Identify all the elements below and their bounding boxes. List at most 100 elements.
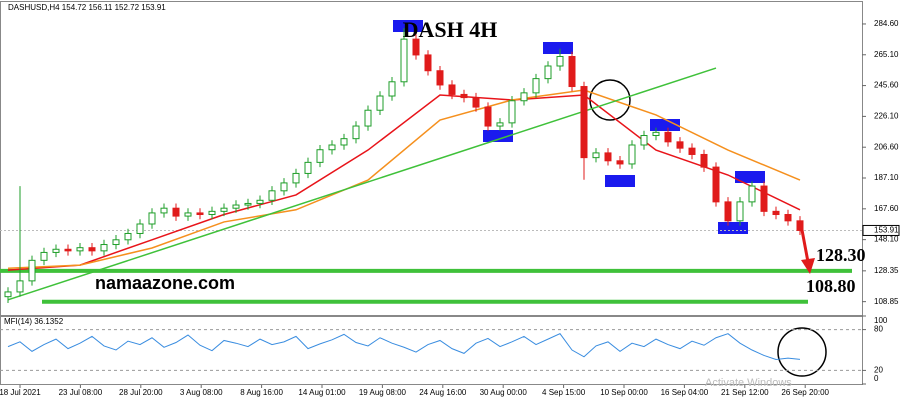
level-label: 128.30 <box>816 245 866 265</box>
y-tick-label: 0 <box>874 374 879 383</box>
x-tick-label: 28 Jul 20:00 <box>119 388 163 397</box>
candle-body <box>124 232 132 241</box>
candle-body <box>688 147 696 155</box>
candle-body <box>112 239 120 246</box>
x-tick-label: 3 Aug 08:00 <box>180 388 223 397</box>
os-notice: Activate Windows <box>705 377 792 389</box>
candle-body <box>556 56 564 67</box>
candle-body <box>40 251 48 261</box>
candle-body <box>748 185 756 203</box>
candle-body <box>784 214 792 222</box>
box <box>543 42 573 54</box>
candle-body <box>508 100 516 124</box>
candle-body <box>232 204 240 209</box>
candle-body <box>460 93 468 99</box>
candle-body <box>280 182 288 192</box>
y-tick-label: 100 <box>874 316 888 325</box>
y-tick-label: 226.10 <box>874 112 899 121</box>
x-tick-label: 18 Jul 2021 <box>0 388 41 397</box>
candle-body <box>4 291 12 298</box>
candle-body <box>640 135 648 146</box>
y-tick-label: 128.35 <box>874 266 899 275</box>
last-price-label: 153.91 <box>874 226 899 235</box>
mfi-pane <box>0 316 863 385</box>
candle-body <box>520 92 528 102</box>
x-tick-label: 26 Sep 20:00 <box>781 388 829 397</box>
x-tick-label: 14 Aug 01:00 <box>298 388 346 397</box>
x-tick-label: 30 Aug 00:00 <box>480 388 528 397</box>
candle-body <box>148 212 156 225</box>
box <box>735 171 765 183</box>
box <box>605 175 635 187</box>
candle-body <box>580 86 588 159</box>
candle-body <box>172 207 180 217</box>
box <box>718 222 748 234</box>
candle-body <box>544 65 552 80</box>
candle-body <box>184 212 192 217</box>
candle-body <box>448 84 456 95</box>
y-tick-label: 108.85 <box>874 297 899 306</box>
x-tick-label: 19 Aug 08:00 <box>359 388 407 397</box>
candle-body <box>352 125 360 140</box>
candle-body <box>376 95 384 111</box>
y-tick-label: 206.60 <box>874 142 899 151</box>
candle-body <box>424 54 432 72</box>
mfi-label: MFI(14) 36.1352 <box>4 317 64 326</box>
watermark: namaazone.com <box>95 273 235 293</box>
candle-body <box>532 78 540 94</box>
last-price-box <box>862 224 900 236</box>
box <box>650 119 680 131</box>
candle-body <box>16 280 24 293</box>
candle-body <box>340 138 348 146</box>
candle-body <box>64 248 72 252</box>
candle-body <box>604 152 612 162</box>
y-tick-label: 265.10 <box>874 50 899 59</box>
indicator-line <box>7 89 801 269</box>
candle-body <box>736 201 744 222</box>
candle-body <box>412 38 420 56</box>
candle-body <box>256 199 264 204</box>
candle-body <box>676 141 684 149</box>
header: DASHUSD,H4 154.72 156.11 152.72 153.91 <box>8 3 166 12</box>
candle-body <box>760 185 768 212</box>
y-tick-label: 187.10 <box>874 173 899 182</box>
candle-body <box>724 201 732 222</box>
candle-body <box>664 131 672 143</box>
candle-body <box>628 144 636 165</box>
candle-body <box>496 122 504 127</box>
indicator-line <box>7 94 801 271</box>
arrow <box>800 229 810 263</box>
candle-body <box>364 109 372 127</box>
y-tick-label: 245.60 <box>874 81 899 90</box>
candle-body <box>436 70 444 86</box>
candle-body <box>712 166 720 203</box>
candle-body <box>304 161 312 174</box>
candle-body <box>88 247 96 252</box>
candle-body <box>316 149 324 163</box>
candle-body <box>292 172 300 184</box>
candle-body <box>136 223 144 234</box>
x-tick-label: 10 Sep 00:00 <box>600 388 648 397</box>
x-tick-label: 24 Aug 16:00 <box>419 388 467 397</box>
candle-body <box>796 220 804 231</box>
arrow-head <box>801 258 815 274</box>
x-tick-label: 8 Aug 16:00 <box>240 388 283 397</box>
candle-body <box>220 207 228 212</box>
candle-body <box>268 190 276 201</box>
candle-body <box>244 202 252 206</box>
candle-body <box>52 248 60 253</box>
candle-body <box>568 56 576 88</box>
price-pane <box>0 1 863 316</box>
x-tick-label: 21 Sep 12:00 <box>721 388 769 397</box>
candle-body <box>484 106 492 127</box>
candle-body <box>160 207 168 214</box>
x-tick-label: 4 Sep 15:00 <box>542 388 586 397</box>
box <box>483 130 513 142</box>
candle-body <box>652 131 660 137</box>
y-tick-label: 284.60 <box>874 19 899 28</box>
y-tick-label: 148.10 <box>874 235 899 244</box>
title: DASH 4H <box>403 17 498 42</box>
candle-body <box>388 81 396 97</box>
candle-body <box>196 212 204 216</box>
candle-body <box>772 210 780 216</box>
